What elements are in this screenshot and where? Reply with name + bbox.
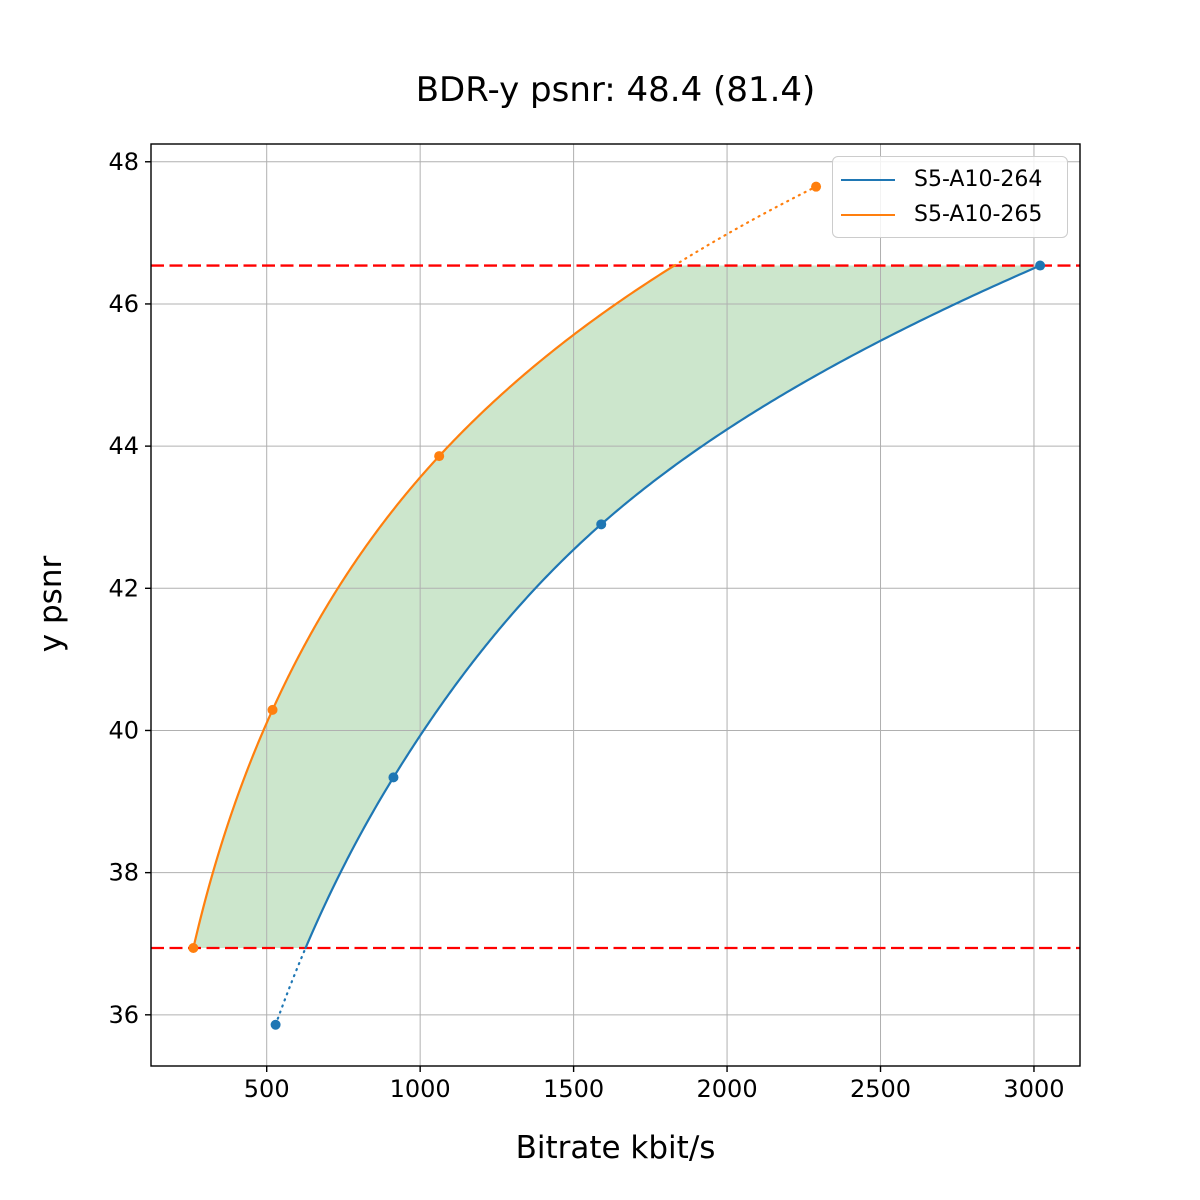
x-tick-label: 3000 <box>1003 1075 1064 1103</box>
data-point-S5-A10-264 <box>1035 260 1046 271</box>
chart-title: BDR-y psnr: 48.4 (81.4) <box>415 70 816 110</box>
data-point-S5-A10-265 <box>811 181 822 192</box>
legend-item: S5-A10-264 <box>841 166 1067 192</box>
data-point-S5-A10-264 <box>388 772 399 783</box>
series-curve-dotted-S5-A10-264 <box>274 946 307 1026</box>
x-tick-label: 500 <box>244 1075 290 1103</box>
x-tick-label: 1500 <box>543 1075 604 1103</box>
legend-item: S5-A10-265 <box>841 201 1067 227</box>
series-curve-dotted-S5-A10-265 <box>673 185 818 267</box>
y-axis-label: y psnr <box>33 555 69 653</box>
y-tick-label: 38 <box>108 859 139 887</box>
y-tick-label: 44 <box>108 432 139 460</box>
legend-line-sample-265 <box>841 213 895 216</box>
data-point-S5-A10-265 <box>434 451 445 462</box>
data-point-S5-A10-264 <box>270 1019 281 1030</box>
series-curve-S5-A10-264 <box>304 264 1042 950</box>
legend: S5-A10-264 S5-A10-265 <box>832 156 1068 238</box>
data-point-S5-A10-265 <box>267 704 278 715</box>
legend-line-sample-264 <box>841 178 895 181</box>
series-curve-S5-A10-265 <box>192 264 676 950</box>
legend-label-264: S5-A10-264 <box>914 166 1043 192</box>
y-tick-label: 48 <box>108 148 139 176</box>
y-tick-label: 42 <box>108 574 139 602</box>
y-tick-label: 40 <box>108 716 139 744</box>
bd-rate-fill-region <box>193 265 1041 948</box>
data-point-S5-A10-265 <box>188 942 199 953</box>
y-tick-label: 36 <box>108 1001 139 1029</box>
x-tick-label: 2000 <box>697 1075 758 1103</box>
axes-spines <box>150 143 1081 1067</box>
x-tick-label: 1000 <box>390 1075 451 1103</box>
y-tick-label: 46 <box>108 290 139 318</box>
legend-label-265: S5-A10-265 <box>914 201 1043 227</box>
x-axis-label: Bitrate kbit/s <box>515 1130 716 1166</box>
x-tick-label: 2500 <box>850 1075 911 1103</box>
data-point-S5-A10-264 <box>596 519 607 530</box>
